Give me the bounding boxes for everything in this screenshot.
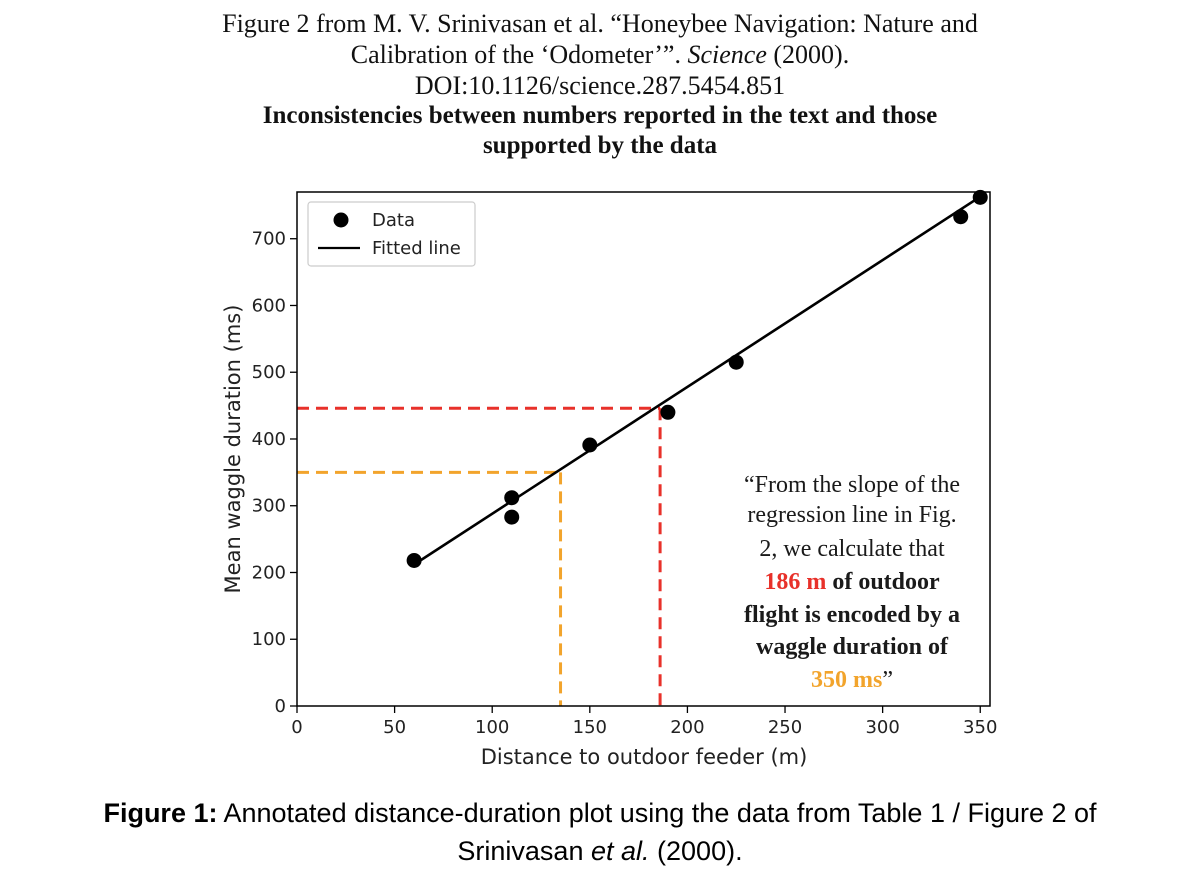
caption-text-2-pre: Srinivasan (457, 836, 591, 866)
y-tick-label-300: 300 (252, 496, 286, 517)
figure-header: Figure 2 from M. V. Srinivasan et al. “H… (0, 8, 1200, 161)
figure-caption: Figure 1: Annotated distance-duration pl… (0, 794, 1200, 870)
caption-et-al: et al. (590, 836, 650, 866)
y-tick-label-200: 200 (252, 562, 286, 583)
legend-label-data: Data (372, 210, 415, 231)
x-tick-label-350: 350 (963, 717, 997, 738)
y-tick-label-500: 500 (252, 362, 286, 383)
data-point-2 (504, 509, 520, 525)
data-point-1 (504, 490, 520, 506)
y-axis-label: Mean waggle duration (ms) (221, 305, 245, 594)
legend-label-line: Fitted line (372, 238, 461, 259)
data-point-5 (728, 354, 744, 370)
data-point-0 (406, 552, 422, 568)
header-line-2: Calibration of the ‘Odometer’”. Science … (0, 39, 1200, 70)
reference-lines (297, 406, 662, 706)
annotation-quote: “From the slope of the regression line i… (744, 472, 960, 693)
header-doi: DOI:10.1126/science.287.5454.851 (414, 71, 786, 100)
data-point-6 (953, 209, 969, 225)
header-bold-line-2: supported by the data (482, 132, 718, 159)
annotation-line-5: flight is encoded by a (744, 602, 960, 628)
data-points (406, 189, 988, 568)
caption-text-1: Annotated distance-duration plot using t… (217, 798, 1097, 828)
data-point-3 (582, 437, 598, 453)
plot-frame (296, 191, 991, 707)
legend: Data Fitted line (307, 201, 476, 267)
annotation-line-6: waggle duration of (756, 634, 949, 660)
annotation-line-3: 2, we calculate that (759, 536, 945, 562)
y-tick-label-100: 100 (252, 629, 286, 650)
legend-box (307, 201, 476, 267)
header-line-1: Figure 2 from M. V. Srinivasan et al. “H… (222, 9, 978, 38)
caption-line-1: Figure 1: Annotated distance-duration pl… (0, 794, 1200, 832)
annotation-line-4: 186 m of outdoor (764, 569, 940, 595)
x-axis-label: Distance to outdoor feeder (m) (481, 745, 808, 769)
caption-line-2: Srinivasan et al. (2000). (0, 832, 1200, 870)
x-tick-label-150: 150 (573, 717, 607, 738)
x-tick-label-100: 100 (475, 717, 509, 738)
annotation-line-7-rest: ” (882, 667, 893, 693)
y-tick-label-700: 700 (252, 229, 286, 250)
annotation-highlight-350: 350 ms (811, 667, 882, 693)
header-journal: Science (687, 40, 767, 69)
header-bold-line-1: Inconsistencies between numbers reported… (262, 102, 938, 129)
x-tick-label-0: 0 (291, 717, 302, 738)
legend-marker-data (333, 212, 349, 228)
x-tick-label-50: 50 (383, 717, 406, 738)
y-tick-label-0: 0 (275, 696, 286, 717)
x-tick-label-200: 200 (670, 717, 704, 738)
x-tick-label-250: 250 (768, 717, 802, 738)
header-line-2-post: (2000). (766, 40, 850, 69)
annotation-line-7: 350 ms” (811, 667, 893, 693)
annotation-line-1: “From the slope of the (744, 472, 960, 498)
y-axis-ticks: 0 100 200 300 400 500 600 700 (252, 229, 297, 717)
caption-label: Figure 1: (103, 798, 218, 828)
header-line-2-pre: Calibration of the ‘Odometer’”. (350, 40, 688, 69)
annotation-line-4-rest: of outdoor (826, 569, 940, 595)
annotation-line-2: regression line in Fig. (747, 502, 956, 528)
y-tick-label-600: 600 (252, 295, 286, 316)
y-tick-label-400: 400 (252, 429, 286, 450)
annotation-highlight-186: 186 m (764, 569, 826, 595)
x-tick-label-300: 300 (865, 717, 899, 738)
caption-text-2-post: (2000). (649, 836, 743, 866)
data-point-4 (660, 404, 676, 420)
data-point-7 (972, 189, 988, 205)
x-axis-ticks: 0 50 100 150 200 250 300 350 (291, 706, 997, 738)
